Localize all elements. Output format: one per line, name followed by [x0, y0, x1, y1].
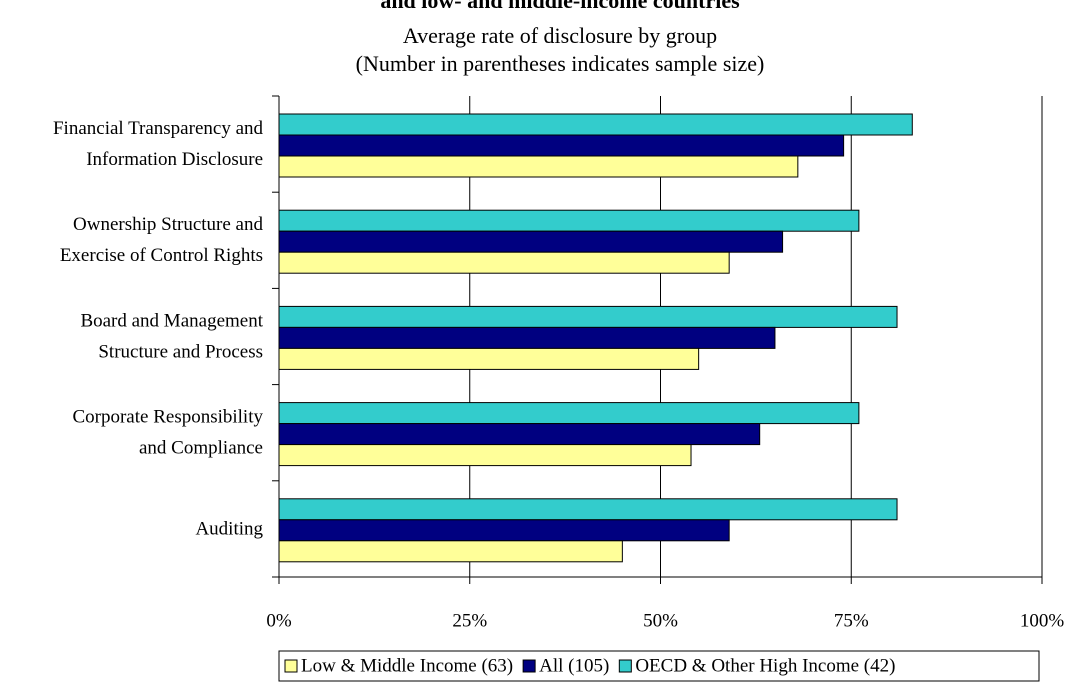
axes [272, 95, 1043, 584]
bars [278, 113, 913, 563]
category-label-line: Exercise of Control Rights [60, 245, 263, 266]
chart-subtitle-note: (Number in parentheses indicates sample … [356, 51, 765, 76]
category-label-line: Corporate Responsibility [72, 407, 263, 428]
x-tick-label-50: 50% [643, 610, 678, 631]
x-tick-label-100: 100% [1020, 610, 1065, 631]
legend: Low & Middle Income (63) All (105) OECD & … [278, 650, 1040, 682]
bar-cat1-series1 [278, 230, 784, 253]
category-labels: Financial Transparency and Information Di… [53, 118, 264, 539]
category-label-line: Board and Management [80, 310, 263, 331]
x-tick-label-75: 75% [834, 610, 869, 631]
tick-labels: 0% 25% 50% 75% 100% [266, 610, 1064, 631]
legend-label-1: All (105) [539, 655, 609, 676]
chart-title-group: and low- and middle-income countries Ave… [356, 0, 765, 76]
bar-cat3-series0 [278, 402, 860, 425]
legend-swatch-0 [284, 659, 298, 673]
category-label-4: Auditing [195, 518, 263, 539]
legend-box [278, 650, 1040, 682]
category-label-line: and Compliance [139, 438, 263, 459]
category-label-line: Financial Transparency and [53, 118, 264, 139]
bar-cat3-series1 [278, 423, 761, 446]
category-label-line: Ownership Structure and [73, 214, 263, 235]
bar-cat4-series1 [278, 519, 730, 542]
x-tick-label-0: 0% [266, 610, 292, 631]
legend-label-0: Low & Middle Income (63) [301, 655, 513, 676]
legend-swatch-1 [522, 659, 536, 673]
legend-swatch-2 [618, 659, 632, 673]
bar-cat0-series0 [278, 113, 913, 136]
x-tick-label-25: 25% [452, 610, 487, 631]
bar-cat4-series2 [278, 540, 623, 563]
category-label-3: Corporate Responsibility and Compliance [72, 407, 263, 459]
bar-cat2-series0 [278, 305, 898, 328]
bar-cat1-series0 [278, 209, 860, 232]
category-label-line: Structure and Process [98, 341, 263, 362]
category-label-line: Auditing [195, 518, 263, 539]
bar-cat1-series2 [278, 251, 730, 274]
category-label-line: Information Disclosure [86, 149, 263, 170]
bar-cat2-series1 [278, 326, 776, 349]
chart-subtitle: Average rate of disclosure by group [403, 23, 717, 48]
bar-cat2-series2 [278, 347, 700, 370]
category-label-1: Ownership Structure and Exercise of Contr… [60, 214, 264, 266]
category-label-0: Financial Transparency and Information Di… [53, 118, 264, 170]
chart-title: and low- and middle-income countries [380, 0, 740, 13]
legend-label-2: OECD & Other High Income (42) [635, 655, 895, 676]
bar-cat4-series0 [278, 498, 898, 521]
bar-cat0-series2 [278, 155, 799, 178]
category-label-2: Board and Management Structure and Proces… [80, 310, 263, 362]
bar-cat0-series1 [278, 134, 845, 157]
bar-cat3-series2 [278, 444, 692, 467]
